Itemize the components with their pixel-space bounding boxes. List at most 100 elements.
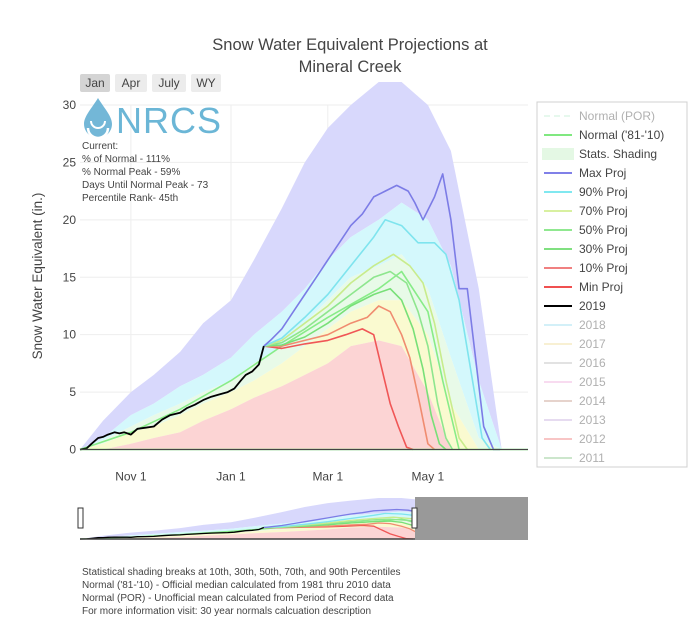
current-stats-line: Percentile Rank- 45th bbox=[82, 193, 178, 204]
legend-item[interactable]: 90% Proj bbox=[544, 185, 628, 199]
y-axis-label: Snow Water Equivalent (in.) bbox=[30, 193, 45, 360]
legend-item[interactable]: Max Proj bbox=[544, 166, 626, 180]
legend-item[interactable]: 2014 bbox=[544, 394, 606, 408]
footer-note: For more information visit: 30 year norm… bbox=[82, 606, 371, 617]
range-button-label: Jan bbox=[85, 76, 104, 90]
legend-item[interactable]: 2015 bbox=[544, 375, 606, 389]
legend-box bbox=[536, 101, 688, 468]
legend-label: Normal ('81-'10) bbox=[579, 128, 664, 142]
legend-label: 70% Proj bbox=[579, 204, 628, 218]
x-tick-label: Mar 1 bbox=[312, 470, 343, 484]
legend: Normal (POR) Normal ('81-'10) Stats. Shadi… bbox=[536, 101, 688, 468]
legend-item[interactable]: Stats. Shading bbox=[542, 147, 657, 161]
y-tick-label: 10 bbox=[63, 328, 77, 342]
series-line-normal-81-10- bbox=[79, 270, 460, 451]
range-slider-handle-left[interactable] bbox=[77, 507, 84, 529]
range-slider[interactable] bbox=[77, 497, 528, 540]
legend-items: Normal (POR) Normal ('81-'10) Stats. Shadi… bbox=[542, 109, 664, 465]
legend-label: 2014 bbox=[579, 394, 606, 408]
legend-label: 2019 bbox=[579, 299, 606, 313]
legend-item[interactable]: 2017 bbox=[544, 337, 606, 351]
current-stats-line: Days Until Normal Peak - 73 bbox=[82, 180, 209, 191]
y-tick-label: 15 bbox=[63, 270, 77, 284]
legend-item[interactable]: 70% Proj bbox=[544, 204, 628, 218]
legend-item[interactable]: 2016 bbox=[544, 356, 606, 370]
legend-label: Min Proj bbox=[579, 280, 623, 294]
series-line-max-proj bbox=[263, 173, 501, 451]
y-tick-label: 20 bbox=[63, 213, 77, 227]
legend-label: 2015 bbox=[579, 375, 606, 389]
water-drop-icon bbox=[84, 98, 112, 140]
series-line-30-proj bbox=[263, 287, 447, 451]
range-slider-mask bbox=[415, 497, 528, 540]
legend-label: 30% Proj bbox=[579, 242, 628, 256]
current-stats: Current: % of Normal - 111% % Normal Pea… bbox=[82, 141, 209, 204]
legend-label: Stats. Shading bbox=[579, 147, 657, 161]
legend-item[interactable]: 2011 bbox=[544, 451, 605, 465]
y-tick-label: 25 bbox=[63, 155, 77, 169]
footer-note: Normal ('81-'10) - Official median calcu… bbox=[82, 580, 391, 591]
chart-title-line2: Mineral Creek bbox=[299, 58, 402, 76]
legend-label: 10% Proj bbox=[579, 261, 628, 275]
legend-item[interactable]: Min Proj bbox=[544, 280, 623, 294]
current-stats-heading: Current: bbox=[82, 141, 118, 152]
legend-item[interactable]: 2013 bbox=[544, 413, 606, 427]
y-axis-ticks: 0 5 10 15 20 25 30 bbox=[63, 98, 77, 457]
range-button-july[interactable]: July bbox=[152, 74, 186, 92]
current-stats-line: % Normal Peak - 59% bbox=[82, 167, 180, 178]
series-line-10-proj bbox=[263, 305, 436, 451]
range-button-jan[interactable]: Jan bbox=[80, 74, 110, 92]
legend-label: 2016 bbox=[579, 356, 606, 370]
range-buttons: Jan Apr July WY bbox=[80, 74, 221, 92]
chart-title-line1: Snow Water Equivalent Projections at bbox=[212, 36, 488, 54]
band-90-70 bbox=[80, 202, 528, 450]
legend-label: Max Proj bbox=[579, 166, 626, 180]
x-axis-ticks: Nov 1 Jan 1 Mar 1 May 1 bbox=[115, 470, 444, 484]
legend-label: 2012 bbox=[579, 432, 606, 446]
range-button-label: July bbox=[158, 76, 179, 90]
y-tick-label: 5 bbox=[69, 385, 76, 399]
footer-notes: Statistical shading breaks at 10th, 30th… bbox=[82, 567, 401, 617]
legend-item[interactable]: Normal (POR) bbox=[544, 109, 655, 123]
legend-label: Normal (POR) bbox=[579, 109, 655, 123]
range-button-wy[interactable]: WY bbox=[191, 74, 221, 92]
band-10-min bbox=[80, 340, 528, 450]
series-line-90-proj bbox=[263, 219, 491, 450]
plot-area: 0 5 10 15 20 25 30 Nov 1 Jan 1 Mar 1 May 1 bbox=[63, 82, 528, 484]
legend-label: 2017 bbox=[579, 337, 606, 351]
footer-note: Normal (POR) - Unofficial mean calculate… bbox=[82, 593, 394, 604]
range-slider-handle-right[interactable] bbox=[411, 507, 418, 529]
legend-item[interactable]: 2018 bbox=[544, 318, 606, 332]
x-tick-label: Jan 1 bbox=[216, 470, 246, 484]
series-line-50-proj bbox=[263, 270, 454, 450]
x-tick-label: Nov 1 bbox=[115, 470, 147, 484]
x-tick-label: May 1 bbox=[412, 470, 445, 484]
legend-label: 50% Proj bbox=[579, 223, 628, 237]
range-button-apr[interactable]: Apr bbox=[115, 74, 147, 92]
legend-label: 90% Proj bbox=[579, 185, 628, 199]
band-max-90 bbox=[80, 82, 528, 450]
series-line-70-proj bbox=[263, 253, 468, 450]
legend-item[interactable]: 2019 bbox=[544, 299, 606, 313]
series-line-2019 bbox=[79, 345, 265, 451]
legend-label: 2013 bbox=[579, 413, 606, 427]
y-tick-label: 30 bbox=[63, 98, 77, 112]
range-button-label: Apr bbox=[122, 76, 141, 90]
legend-swatch bbox=[542, 148, 574, 160]
legend-item[interactable]: 10% Proj bbox=[544, 261, 628, 275]
legend-label: 2018 bbox=[579, 318, 606, 332]
legend-item[interactable]: Normal ('81-'10) bbox=[544, 128, 664, 142]
current-stats-line: % of Normal - 111% bbox=[82, 154, 170, 165]
series-line-min-proj bbox=[263, 328, 414, 451]
legend-item[interactable]: 30% Proj bbox=[544, 242, 628, 256]
nrcs-logo-text: NRCS bbox=[116, 100, 222, 141]
legend-item[interactable]: 2012 bbox=[544, 432, 606, 446]
y-tick-label: 0 bbox=[69, 443, 76, 457]
nrcs-logo: NRCS bbox=[84, 98, 222, 141]
range-button-label: WY bbox=[196, 76, 215, 90]
legend-label: 2011 bbox=[579, 451, 605, 465]
legend-item[interactable]: 50% Proj bbox=[544, 223, 628, 237]
footer-note: Statistical shading breaks at 10th, 30th… bbox=[82, 567, 401, 578]
band-70-30 bbox=[80, 254, 528, 450]
